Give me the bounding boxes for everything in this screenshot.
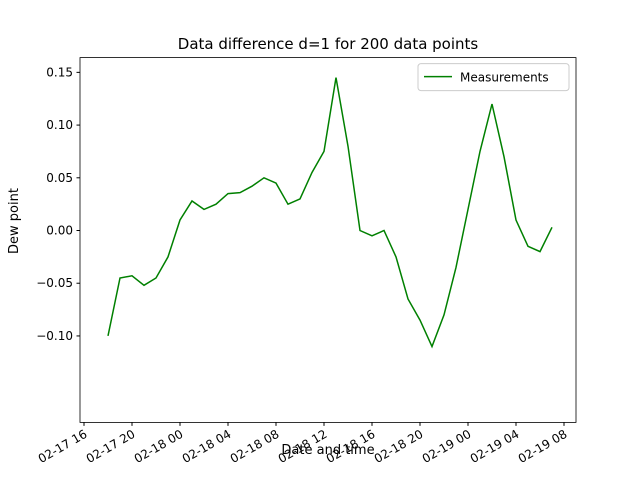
x-tick-label: 02-17 20 <box>84 427 138 466</box>
legend: Measurements <box>417 63 570 92</box>
data-line <box>107 77 553 349</box>
x-tick-label: 02-19 04 <box>468 427 522 466</box>
x-tick-label: 02-18 20 <box>372 427 426 466</box>
y-axis-label: Dew point <box>7 188 22 254</box>
legend-box <box>417 63 570 92</box>
x-tick-label: 02-18 08 <box>228 427 282 466</box>
y-tick-label: 0.05 <box>46 171 73 185</box>
x-axis-label: Date and time <box>281 443 374 458</box>
plot-frame <box>79 57 577 423</box>
x-tick-label: 02-18 04 <box>180 427 234 466</box>
x-tick-label: 02-19 00 <box>420 427 474 466</box>
y-tick-label: 0.00 <box>46 224 73 238</box>
chart-title: Data difference d=1 for 200 data points <box>178 35 479 53</box>
x-tick-label: 02-18 00 <box>132 427 186 466</box>
x-tick-label: 02-19 08 <box>516 427 570 466</box>
y-tick-label: 0.10 <box>46 118 73 132</box>
x-tick-label: 02-17 16 <box>36 427 90 466</box>
y-tick-label: −0.05 <box>36 276 73 290</box>
y-tick-label: −0.10 <box>36 329 73 343</box>
y-tick-label: 0.15 <box>46 65 73 79</box>
legend-label: Measurements <box>460 71 549 85</box>
